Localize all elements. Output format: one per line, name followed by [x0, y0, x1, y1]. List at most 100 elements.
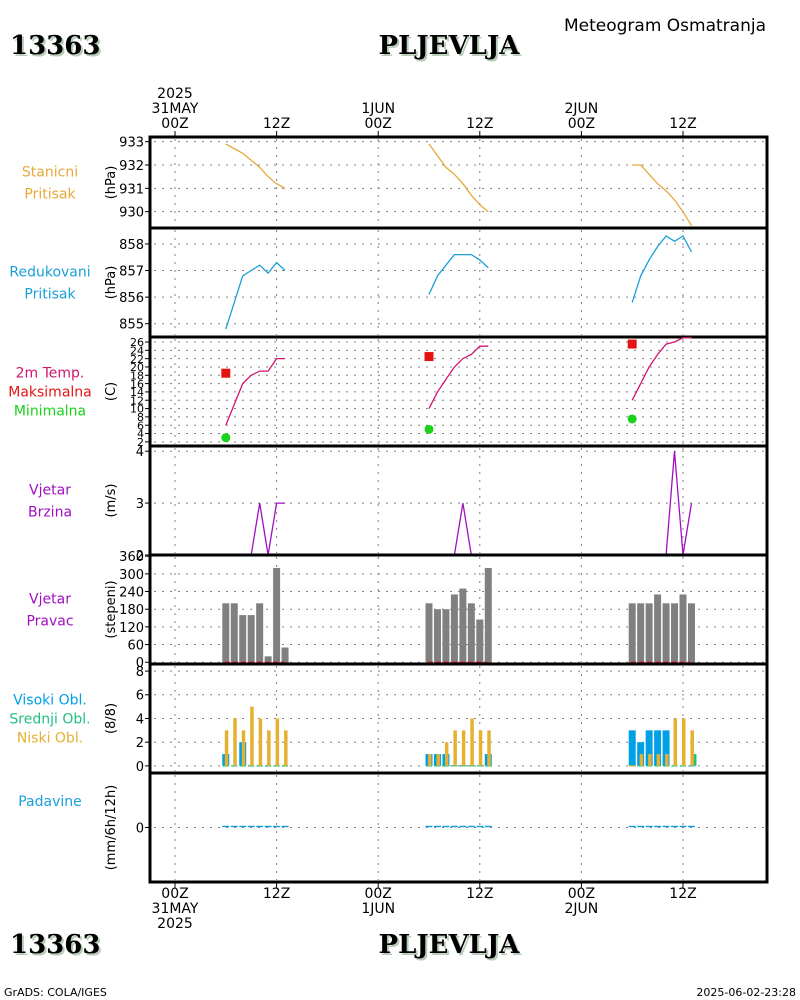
x-tick-label-bottom: 31MAY [152, 901, 199, 917]
series-line-station_pressure [225, 143, 286, 189]
cloud-bar-low [224, 730, 229, 766]
y-tick-label: 240 [119, 585, 144, 600]
panel-clouds: 0 2 4 6 8 (8/8) Visoki Obl. Srednji Obl. Niski O… [9, 662, 767, 775]
wind-dir-bar [222, 603, 230, 663]
y-tick-label: 2 [136, 549, 144, 564]
cloud-bar-low [275, 718, 280, 766]
y-tick-label: 932 [119, 159, 144, 174]
y-tick-label: 855 [119, 318, 144, 333]
product-title: Meteogram Osmatranja [564, 16, 766, 36]
y-axis-unit: (hPa) [104, 166, 119, 200]
temp-max-marker [424, 352, 434, 362]
station-name-bottom: PLJEVLJA [379, 930, 521, 960]
panel-label: Stanicni [22, 165, 78, 181]
y-tick-label: 2 [137, 436, 144, 449]
y-tick-label: 4 [137, 428, 144, 441]
panel-label: Pravac [26, 614, 73, 630]
cloud-bar-low [673, 718, 678, 766]
y-axis-unit: (m/s) [104, 484, 119, 518]
temp-min-marker [627, 414, 637, 424]
y-tick-label: 300 [119, 568, 144, 583]
panel-station_pressure: 930 931 932 933(hPa) Stanicni Pritisak [22, 136, 767, 227]
cloud-bar-low [665, 754, 669, 766]
x-tick-label-bottom: 2JUN [565, 901, 599, 917]
series-line-station_pressure [428, 143, 489, 213]
plot-frame [148, 135, 769, 884]
wind-dir-bar [281, 647, 289, 663]
cloud-bar-low [428, 754, 432, 766]
x-tick-label-bottom: 12Z [263, 886, 290, 902]
wind-dir-bar [247, 615, 255, 663]
wind-dir-bar [433, 609, 441, 663]
wind-dir-bar [662, 603, 670, 663]
panel-label: Minimalna [14, 404, 86, 420]
wind-dir-bar [230, 603, 238, 663]
x-tick-label-bottom: 1JUN [361, 901, 395, 917]
panel-label: Vjetar [29, 483, 71, 499]
cloud-bar-low [241, 730, 246, 766]
x-tick-label-top: 00Z [568, 116, 595, 132]
y-tick-label: 931 [119, 182, 144, 197]
x-tick-label-top: 2JUN [565, 101, 599, 117]
cloud-bar-low [478, 730, 483, 766]
y-tick-label: 12 [130, 394, 144, 407]
y-tick-label: 26 [130, 336, 144, 349]
y-tick-label: 120 [119, 621, 144, 636]
wind-dir-bar [476, 619, 484, 663]
cloud-bar-low [461, 730, 466, 766]
series-line-reduced_pressure [225, 261, 286, 330]
panel-label: Redukovani [9, 265, 90, 281]
cloud-bar-low [682, 718, 686, 766]
y-tick-label: 3 [136, 497, 144, 512]
x-tick-label-bottom: 00Z [161, 886, 188, 902]
y-tick-label: 930 [119, 206, 144, 221]
panel-label: Brzina [28, 505, 72, 521]
panels: 930931932933(hPa)StanicniPritisak8558568… [8, 136, 767, 880]
cloud-bar-low [648, 754, 652, 766]
y-tick-label: 0 [136, 821, 144, 836]
y-tick-label: 0 [136, 656, 144, 671]
cloud-bar-low [487, 730, 491, 766]
y-tick-label: 24 [130, 344, 144, 357]
y-tick-label: 6 [137, 419, 144, 432]
cloud-bar-low [470, 718, 474, 766]
station-name-top-shadow: PLJEVLJA [381, 33, 523, 63]
panel-precipitation: 0 (mm/6h/12h) Padavine [18, 771, 767, 880]
y-tick-label: 8 [137, 411, 144, 424]
cloud-bar-high [645, 730, 653, 766]
cloud-bar-high [654, 730, 662, 766]
wind-dir-bar [671, 603, 679, 663]
x-tick-label-top: 12Z [263, 116, 290, 132]
panel-wind_direction: 0 60 120 180 240 300 360(stepeni) Vjetar Pravac [26, 550, 767, 671]
x-tick-label-bottom: 12Z [669, 886, 696, 902]
cloud-bar-low [656, 754, 661, 766]
station-name-top: PLJEVLJA [379, 31, 521, 61]
cloud-bar-low [444, 742, 449, 766]
wind-dir-bar [687, 603, 695, 663]
cloud-bar-high [628, 730, 636, 766]
cloud-bar-low [284, 730, 288, 766]
temp-max-marker [221, 368, 231, 378]
wind-dir-bar [459, 588, 467, 663]
y-axis-unit: (stepeni) [104, 580, 119, 638]
cloud-bar-low [639, 754, 644, 766]
series-line-reduced_pressure [428, 253, 489, 295]
x-tick-label-bottom: 2025 [157, 916, 193, 932]
panel-label: Maksimalna [8, 385, 92, 401]
series-line-temperature [428, 345, 489, 409]
y-tick-label: 4 [136, 712, 144, 727]
y-tick-label: 8 [136, 665, 144, 680]
x-tick-label-bottom: 12Z [466, 886, 493, 902]
y-tick-label: 14 [130, 386, 144, 399]
y-tick-label: 10 [130, 403, 144, 416]
temp-min-marker [221, 433, 231, 443]
cloud-bar-low [233, 718, 237, 766]
cloud-bar-low [453, 730, 457, 766]
panel-label: Srednji Obl. [9, 712, 90, 728]
panel-label: 2m Temp. [16, 366, 85, 382]
cloud-bar-low [267, 730, 271, 766]
x-tick-label-top: 12Z [466, 116, 493, 132]
series-line-temperature [631, 337, 692, 401]
cloud-bar-low [690, 730, 694, 766]
